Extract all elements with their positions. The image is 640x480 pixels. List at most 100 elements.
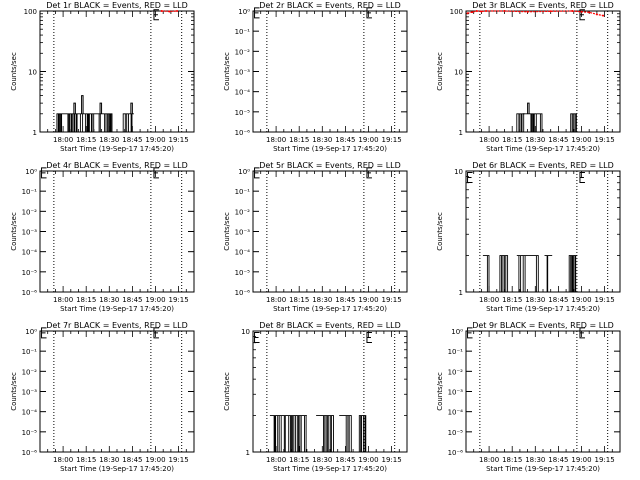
y-tick-label: 100 xyxy=(450,8,463,16)
x-tick-label: 18:45 xyxy=(335,456,355,464)
x-axis-label: Start Time (19-Sep-17 17:45:20) xyxy=(60,305,174,313)
y-tick-label: 10⁰ xyxy=(451,328,463,336)
detector-panel: Det 5r BLACK = Events, RED = LLD Counts/s… xyxy=(223,161,408,313)
lld-point xyxy=(176,10,179,12)
y-tick-label: 10⁻⁵ xyxy=(235,109,251,117)
lld-point xyxy=(595,13,598,16)
x-axis-label: Start Time (19-Sep-17 17:45:20) xyxy=(486,305,600,313)
x-tick-label: 19:00 xyxy=(571,136,591,144)
detector-panel: Det 1r BLACK = Events, RED = LLD Counts/s… xyxy=(10,1,195,153)
lld-point xyxy=(485,10,488,12)
lld-point xyxy=(571,10,574,12)
plot-frame xyxy=(465,330,621,453)
y-tick-label: 10 xyxy=(28,69,37,77)
y-axis-label: Counts/sec xyxy=(223,212,231,251)
y-tick-label: 10⁰ xyxy=(25,168,37,176)
x-tick-label: 18:15 xyxy=(289,296,309,304)
e-marker xyxy=(579,9,585,21)
plot-frame xyxy=(252,330,408,453)
panel-title: Det 6r BLACK = Events, RED = LLD xyxy=(472,161,614,170)
y-tick-label: 10⁻² xyxy=(235,208,251,216)
y-tick-label: 10⁻³ xyxy=(22,389,38,397)
lld-point xyxy=(549,10,552,13)
y-tick-label: 10⁻⁶ xyxy=(22,289,38,297)
x-tick-label: 19:00 xyxy=(358,456,378,464)
detector-panel: Det 4r BLACK = Events, RED = LLD Counts/s… xyxy=(10,161,195,313)
plot-frame xyxy=(465,10,621,133)
y-tick-label: 10⁻⁵ xyxy=(448,429,464,437)
y-tick-label: 1 xyxy=(459,129,463,137)
x-tick-label: 18:45 xyxy=(548,296,568,304)
x-tick-label: 18:30 xyxy=(525,456,545,464)
x-axis-label: Start Time (19-Sep-17 17:45:20) xyxy=(486,465,600,473)
x-tick-label: 18:30 xyxy=(525,136,545,144)
e-marker xyxy=(366,332,372,344)
x-tick-label: 19:15 xyxy=(595,136,615,144)
y-tick-label: 10⁻¹ xyxy=(22,188,38,196)
events-series xyxy=(482,255,577,292)
x-tick-label: 18:45 xyxy=(122,296,142,304)
x-axis-label: Start Time (19-Sep-17 17:45:20) xyxy=(60,145,174,153)
y-tick-label: 10 xyxy=(454,69,463,77)
e-marker xyxy=(579,172,585,184)
e-marker xyxy=(254,7,260,19)
y-tick-label: 10⁻⁶ xyxy=(448,449,464,457)
x-tick-label: 19:15 xyxy=(595,296,615,304)
y-axis-label: Counts/sec xyxy=(10,212,18,251)
e-marker xyxy=(467,327,473,339)
y-tick-label: 10⁻⁵ xyxy=(22,269,38,277)
e-marker xyxy=(41,167,47,179)
y-axis-label: Counts/sec xyxy=(436,372,444,411)
events-series xyxy=(56,113,134,132)
x-tick-label: 18:15 xyxy=(502,456,522,464)
e-marker xyxy=(579,327,585,339)
x-tick-label: 18:30 xyxy=(99,456,119,464)
x-tick-label: 18:30 xyxy=(99,296,119,304)
x-tick-label: 19:15 xyxy=(169,136,189,144)
x-tick-label: 19:15 xyxy=(169,456,189,464)
lld-point xyxy=(471,11,474,14)
y-tick-label: 10 xyxy=(241,328,250,336)
y-axis-label: Counts/sec xyxy=(10,372,18,411)
events-peak xyxy=(73,102,76,114)
events-peak xyxy=(130,102,133,114)
panel-title: Det 9r BLACK = Events, RED = LLD xyxy=(472,321,614,330)
x-tick-label: 19:00 xyxy=(358,296,378,304)
x-tick-label: 18:15 xyxy=(76,296,96,304)
x-tick-label: 18:30 xyxy=(99,136,119,144)
y-axis-label: Counts/sec xyxy=(223,52,231,91)
y-axis-label: Counts/sec xyxy=(223,372,231,411)
y-axis-label: Counts/sec xyxy=(436,212,444,251)
e-marker xyxy=(41,327,47,339)
y-tick-label: 1 xyxy=(33,129,37,137)
y-tick-label: 10⁻⁶ xyxy=(235,289,251,297)
detector-panel: Det 8r BLACK = Events, RED = LLD Counts/s… xyxy=(223,321,408,473)
x-axis-label: Start Time (19-Sep-17 17:45:20) xyxy=(273,145,387,153)
y-axis-label: Counts/sec xyxy=(10,52,18,91)
x-tick-label: 18:00 xyxy=(266,136,286,144)
x-tick-label: 19:00 xyxy=(145,296,165,304)
x-tick-label: 18:30 xyxy=(312,136,332,144)
lld-point xyxy=(475,10,478,12)
y-tick-label: 10⁻¹ xyxy=(448,348,464,356)
y-tick-label: 10⁰ xyxy=(238,168,250,176)
x-tick-label: 19:00 xyxy=(145,136,165,144)
y-tick-label: 10⁻⁶ xyxy=(22,449,38,457)
y-tick-label: 10⁻¹ xyxy=(22,348,38,356)
x-axis-label: Start Time (19-Sep-17 17:45:20) xyxy=(273,465,387,473)
x-tick-label: 18:15 xyxy=(502,296,522,304)
plot-frame xyxy=(252,170,408,293)
x-tick-label: 18:30 xyxy=(312,456,332,464)
x-tick-label: 19:00 xyxy=(571,456,591,464)
x-tick-label: 18:15 xyxy=(76,136,96,144)
panel-title: Det 5r BLACK = Events, RED = LLD xyxy=(259,161,401,170)
detector-panel: Det 7r BLACK = Events, RED = LLD Counts/s… xyxy=(10,321,195,473)
y-tick-label: 10⁻³ xyxy=(448,389,464,397)
y-tick-label: 10⁻² xyxy=(22,368,38,376)
y-tick-label: 10⁻¹ xyxy=(235,28,251,36)
x-tick-label: 19:00 xyxy=(571,296,591,304)
panel-title: Det 8r BLACK = Events, RED = LLD xyxy=(259,321,401,330)
plot-frame xyxy=(252,10,408,133)
e-marker xyxy=(467,172,473,184)
e-marker xyxy=(366,7,372,19)
